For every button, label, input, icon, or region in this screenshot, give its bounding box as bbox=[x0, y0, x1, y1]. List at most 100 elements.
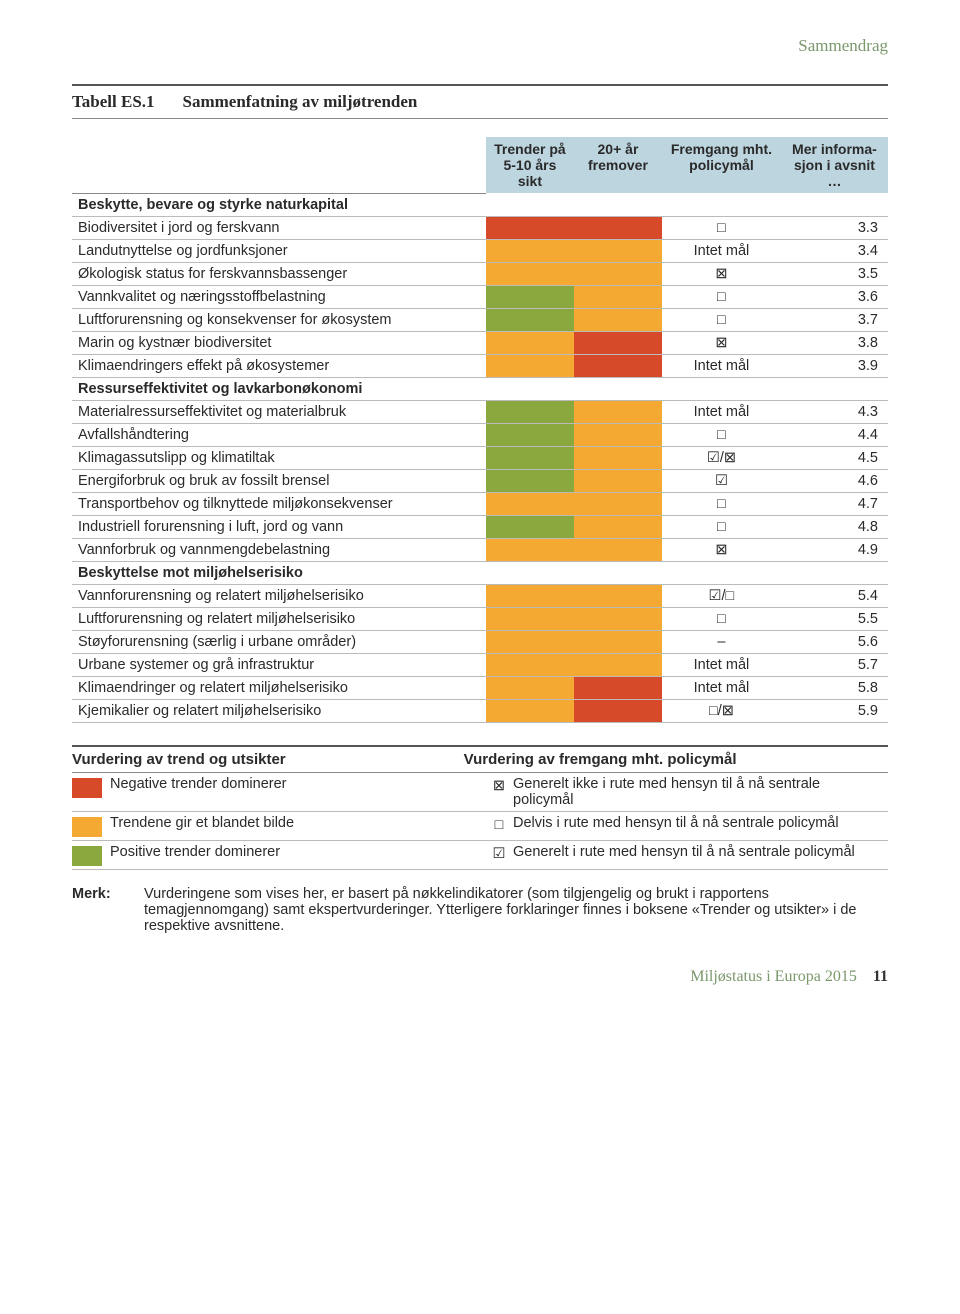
legend-progress-text: Delvis i rute med hensyn til å nå sentra… bbox=[513, 815, 888, 831]
trend-swatch bbox=[574, 677, 662, 699]
ref-cell: 4.6 bbox=[781, 469, 888, 492]
trend-swatch bbox=[486, 240, 574, 262]
progress-cell: □ bbox=[662, 607, 781, 630]
trend-swatch bbox=[486, 700, 574, 722]
progress-cell: ⊠ bbox=[662, 262, 781, 285]
legend-trend-text: Positive trender dominerer bbox=[110, 844, 485, 860]
trend-swatch bbox=[574, 355, 662, 377]
table-row: Urbane systemer og grå infrastrukturInte… bbox=[72, 653, 888, 676]
trend-cell bbox=[574, 262, 662, 285]
table-row: Økologisk status for ferskvannsbassenger… bbox=[72, 262, 888, 285]
trend-swatch bbox=[486, 585, 574, 607]
trend-swatch bbox=[574, 217, 662, 239]
section-label-cell: Beskytte, bevare og styrke naturkapital bbox=[72, 193, 888, 216]
trend-cell bbox=[486, 515, 574, 538]
row-label: Økologisk status for ferskvannsbassenger bbox=[72, 262, 486, 285]
trend-swatch bbox=[486, 332, 574, 354]
trend-swatch bbox=[574, 631, 662, 653]
trend-cell bbox=[486, 469, 574, 492]
row-label: Luftforurensning og konsekvenser for øko… bbox=[72, 308, 486, 331]
th-trend: Trender på 5-10 års sikt bbox=[486, 137, 574, 193]
table-title: Sammenfatning av miljøtrenden bbox=[183, 92, 418, 112]
trend-swatch bbox=[486, 424, 574, 446]
table-row: Vannkvalitet og næringsstoffbelastning□3… bbox=[72, 285, 888, 308]
table-number: Tabell ES.1 bbox=[72, 92, 155, 112]
legend-swatch bbox=[72, 778, 102, 798]
trend-cell bbox=[574, 446, 662, 469]
ref-cell: 4.8 bbox=[781, 515, 888, 538]
ref-cell: 5.8 bbox=[781, 676, 888, 699]
trend-cell bbox=[574, 492, 662, 515]
table-section-row: Beskyttelse mot miljøhelserisiko bbox=[72, 561, 888, 584]
trend-swatch bbox=[574, 539, 662, 561]
trend-cell bbox=[574, 216, 662, 239]
row-label: Vannforbruk og vannmengdebelastning bbox=[72, 538, 486, 561]
row-label: Urbane systemer og grå infrastruktur bbox=[72, 653, 486, 676]
note-body: Vurderingene som vises her, er basert på… bbox=[144, 886, 888, 934]
legend-h1: Vurdering av trend og utsikter bbox=[72, 751, 464, 768]
legend: Vurdering av trend og utsikter Vurdering… bbox=[72, 745, 888, 870]
ref-cell: 3.7 bbox=[781, 308, 888, 331]
row-label: Vannkvalitet og næringsstoffbelastning bbox=[72, 285, 486, 308]
trend-swatch bbox=[574, 447, 662, 469]
ref-cell: 4.5 bbox=[781, 446, 888, 469]
legend-symbol: ☑ bbox=[485, 846, 513, 862]
ref-cell: 3.8 bbox=[781, 331, 888, 354]
footer-title: Miljøstatus i Europa 2015 bbox=[690, 968, 857, 985]
trend-swatch bbox=[486, 447, 574, 469]
trend-cell bbox=[486, 538, 574, 561]
progress-cell: Intet mål bbox=[662, 400, 781, 423]
trend-cell bbox=[486, 676, 574, 699]
legend-progress-text: Generelt i rute med hensyn til å nå sent… bbox=[513, 844, 888, 860]
legend-swatch bbox=[72, 817, 102, 837]
ref-cell: 4.9 bbox=[781, 538, 888, 561]
trend-swatch bbox=[574, 286, 662, 308]
trend-swatch bbox=[486, 217, 574, 239]
table-row: Industriell forurensning i luft, jord og… bbox=[72, 515, 888, 538]
trend-swatch bbox=[486, 631, 574, 653]
trend-swatch bbox=[574, 608, 662, 630]
table-row: Landutnyttelse og jordfunksjonerIntet må… bbox=[72, 239, 888, 262]
trend-cell bbox=[486, 239, 574, 262]
row-label: Transportbehov og tilknyttede miljøkonse… bbox=[72, 492, 486, 515]
legend-trend-text: Negative trender dominerer bbox=[110, 776, 485, 792]
progress-cell: ☑ bbox=[662, 469, 781, 492]
trend-swatch bbox=[486, 309, 574, 331]
progress-cell: Intet mål bbox=[662, 354, 781, 377]
trend-cell bbox=[574, 676, 662, 699]
row-label: Avfallshåndtering bbox=[72, 423, 486, 446]
trend-cell bbox=[486, 308, 574, 331]
table-row: Avfallshåndtering□4.4 bbox=[72, 423, 888, 446]
table-section-row: Ressurseffektivitet og lavkarbonøkonomi bbox=[72, 377, 888, 400]
footer-page: 11 bbox=[873, 968, 888, 985]
row-label: Industriell forurensning i luft, jord og… bbox=[72, 515, 486, 538]
trend-swatch bbox=[486, 516, 574, 538]
note-label: Merk: bbox=[72, 886, 144, 934]
trend-cell bbox=[486, 331, 574, 354]
legend-progress-text: Generelt ikke i rute med hensyn til å nå… bbox=[513, 776, 888, 808]
th-moreinfo: Mer informa­sjon i avsnit … bbox=[781, 137, 888, 193]
ref-cell: 3.4 bbox=[781, 239, 888, 262]
trend-cell bbox=[574, 331, 662, 354]
trend-swatch bbox=[574, 493, 662, 515]
progress-cell: ⊠ bbox=[662, 331, 781, 354]
trend-swatch bbox=[486, 493, 574, 515]
ref-cell: 4.4 bbox=[781, 423, 888, 446]
table-section-row: Beskytte, bevare og styrke naturkapital bbox=[72, 193, 888, 216]
trend-swatch bbox=[486, 539, 574, 561]
legend-symbol: ⊠ bbox=[485, 778, 513, 794]
trend-cell bbox=[574, 423, 662, 446]
trend-cell bbox=[574, 308, 662, 331]
trend-swatch bbox=[486, 355, 574, 377]
trend-cell bbox=[574, 239, 662, 262]
table-row: Støyforurensning (særlig i urbane område… bbox=[72, 630, 888, 653]
table-row: Kjemikalier og relatert miljøhelserisiko… bbox=[72, 699, 888, 722]
row-label: Biodiversitet i jord og ferskvann bbox=[72, 216, 486, 239]
trend-swatch bbox=[574, 263, 662, 285]
progress-cell: □/⊠ bbox=[662, 699, 781, 722]
note: Merk: Vurderingene som vises her, er bas… bbox=[72, 886, 888, 934]
trend-swatch bbox=[574, 424, 662, 446]
progress-cell: □ bbox=[662, 285, 781, 308]
th-progress: Fremgang mht. policymål bbox=[662, 137, 781, 193]
trend-cell bbox=[574, 653, 662, 676]
